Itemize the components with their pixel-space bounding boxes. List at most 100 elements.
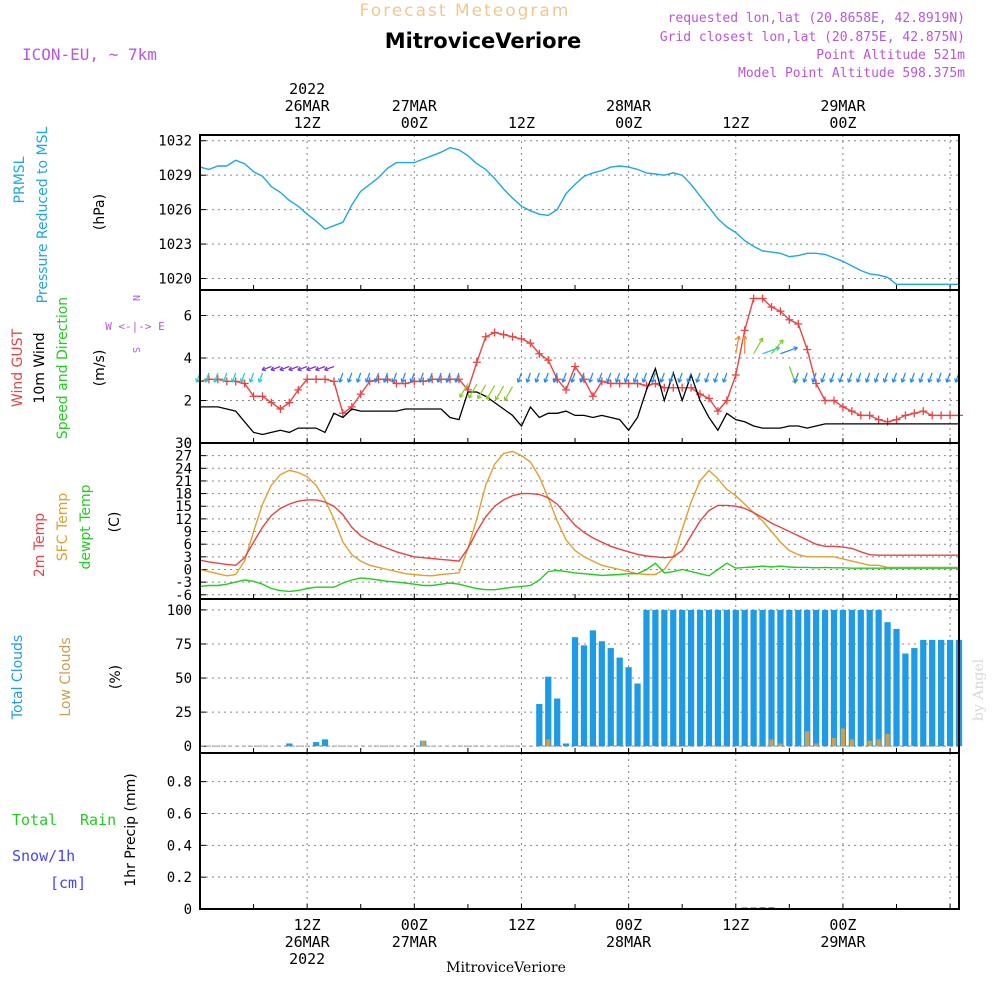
chart-marks <box>195 146 963 910</box>
total-cloud-bar <box>687 609 695 747</box>
wind-arrowhead <box>525 378 531 383</box>
panel-frame <box>199 289 960 444</box>
wind-arrow <box>240 372 246 383</box>
gust-marker <box>624 379 633 388</box>
total-cloud-bar <box>634 683 641 747</box>
bottom-time-label: 29MAR <box>820 933 866 951</box>
wind-arrowhead <box>477 394 482 400</box>
y-tick-label: 15 <box>175 499 192 515</box>
total-cloud-bar <box>946 639 954 747</box>
wind-arrow <box>919 372 924 383</box>
total-cloud-bar <box>562 743 570 747</box>
wind-arrow <box>780 347 798 355</box>
wind-dir-label: Speed and Direction <box>55 297 71 439</box>
y-tick-label: 1020 <box>158 272 192 288</box>
wind-arrow <box>579 372 585 383</box>
wind-arrow <box>526 372 531 383</box>
wind-arrow <box>347 372 353 383</box>
wind-arrow <box>856 372 862 383</box>
gust-marker <box>740 326 749 335</box>
wind-unit: (m/s) <box>92 350 108 387</box>
y-tick-label: 100 <box>167 603 192 619</box>
compass-south: S <box>130 347 141 353</box>
wind-arrowhead <box>516 378 522 383</box>
gust-marker <box>821 396 830 405</box>
wind-arrowhead <box>436 378 442 383</box>
wind-arrowhead <box>829 378 835 383</box>
gust-marker <box>303 375 312 384</box>
rain-label: Rain <box>80 811 116 829</box>
gust-marker <box>722 396 731 405</box>
wind-arrowhead <box>722 378 727 383</box>
wind-arrowhead <box>409 378 415 383</box>
y-tick-label: 4 <box>184 351 192 367</box>
total-cloud-bar <box>580 645 588 747</box>
wind-arrowhead <box>400 378 406 383</box>
gust-marker <box>329 377 338 386</box>
y-tick-label: 1023 <box>158 237 192 253</box>
total-cloud-bar <box>777 609 784 747</box>
wind-arrowhead <box>534 378 540 383</box>
y-tick-label: 25 <box>175 705 192 721</box>
cloud-unit: (%) <box>108 665 124 689</box>
compass-north: N <box>130 295 141 301</box>
gust-marker <box>356 390 365 399</box>
gust-marker <box>687 383 696 392</box>
gust-marker <box>660 383 669 392</box>
wind-arrow <box>437 372 442 383</box>
y-tick-label: 30 <box>175 436 192 452</box>
total-cloud-bar <box>902 653 909 747</box>
wind-arrowhead <box>820 378 826 383</box>
wind-arrowhead <box>204 378 209 383</box>
low-cloud-bar <box>421 740 426 747</box>
wind-arrowhead <box>459 393 464 398</box>
wind-arrowhead <box>847 378 852 383</box>
gust-marker <box>803 345 812 354</box>
gust-marker <box>919 407 928 416</box>
total-cloud-bar <box>821 609 829 747</box>
gust-marker <box>901 411 910 420</box>
gust-marker <box>946 411 955 420</box>
total-cloud-bar <box>920 639 927 747</box>
total-cloud-bar <box>830 609 838 747</box>
snow-label: Snow/1h <box>12 847 75 865</box>
wind-arrowhead <box>391 378 397 383</box>
wind-arrow <box>270 365 281 371</box>
wind-arrow <box>883 372 889 383</box>
wind-arrow <box>297 365 308 371</box>
wind-arrow <box>504 386 514 401</box>
low-cloud-bar <box>867 740 872 747</box>
wind-arrow <box>486 385 496 400</box>
total-cloud-bar <box>286 743 293 747</box>
gust-marker <box>240 379 249 388</box>
low-cloud-bar <box>778 743 783 747</box>
wind-arrowhead <box>864 378 870 383</box>
wind-arrowhead <box>623 378 629 383</box>
pressure-msl-label: Pressure Reduced to MSL <box>35 126 51 303</box>
y-tick-label: 27 <box>175 449 192 465</box>
wind-arrowhead <box>248 378 254 383</box>
wind-arrowhead <box>686 378 692 383</box>
total-cloud-bar <box>670 609 677 747</box>
wind-arrowhead <box>485 395 491 400</box>
wind-arrow <box>459 383 469 398</box>
bottom-time-label: 00Z <box>829 916 856 934</box>
wind-arrow <box>571 372 576 383</box>
total-cloud-bar <box>536 703 543 747</box>
footer-station: MitroviceVeriore <box>446 960 566 976</box>
y-tick-label: 3 <box>184 550 192 566</box>
y-tick-label: 9 <box>184 525 192 541</box>
gust-marker <box>731 371 740 379</box>
total-cloud-bar <box>750 609 757 747</box>
wind-arrow <box>722 372 728 383</box>
wind-arrowhead <box>779 339 784 345</box>
temp-2m-line <box>199 492 959 567</box>
low-cloud-bar <box>769 739 774 747</box>
wind-arrowhead <box>882 378 888 383</box>
total-cloud-bar <box>545 676 552 747</box>
gust-marker <box>588 392 597 401</box>
wind-arrow <box>204 372 210 383</box>
wind-arrowhead <box>561 378 567 383</box>
gust-marker <box>892 415 901 424</box>
wind-arrowhead <box>742 335 748 340</box>
